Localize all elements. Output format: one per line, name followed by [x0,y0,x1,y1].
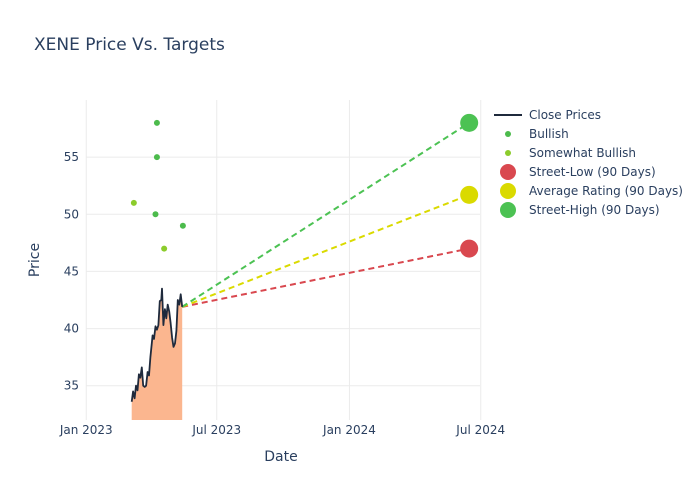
bullish-point [152,211,159,218]
bullish-point [179,222,186,229]
somewhat-bullish-point [161,245,168,252]
legend-swatch-target [500,202,516,218]
street-high-target-line [181,122,470,308]
legend[interactable]: Close Prices Bullish Somewhat Bullish Stree… [494,108,683,218]
close-price-area [131,288,183,420]
legend-label: Street-Low (90 Days) [529,165,656,179]
x-tick-label: Jul 2024 [455,423,505,437]
x-tick-label: Jan 2024 [322,423,376,437]
marker-layer [130,113,479,258]
area-layer [131,288,183,420]
legend-label: Average Rating (90 Days) [529,184,683,198]
bullish-point [153,119,160,126]
legend-label: Somewhat Bullish [529,146,636,160]
y-tick-label: 50 [64,207,79,221]
y-tick-label: 55 [64,150,79,164]
street-high-target-marker [460,113,479,132]
y-tick-label: 45 [64,264,79,278]
line-layer [130,122,470,402]
y-axis-title: Price [27,243,43,277]
x-tick-label: Jul 2023 [191,423,241,437]
legend-swatch-bullish [505,131,511,137]
street-low-target-line [181,247,470,308]
legend-label: Bullish [529,127,569,141]
street-low-target-marker [460,239,479,258]
legend-label: Street-High (90 Days) [529,203,660,217]
legend-swatch-somewhat-bullish [505,150,511,156]
x-tick-label: Jan 2023 [59,423,113,437]
legend-label: Close Prices [529,108,601,122]
tick-layer: 35 40 45 50 55 Jan 2023 Jul 2023 Jan 2024 Jul 20… [59,150,505,437]
chart-title: XENE Price Vs. Targets [34,35,225,55]
y-tick-label: 40 [64,322,79,336]
average-rating-target-line [181,193,470,308]
somewhat-bullish-point [130,199,137,206]
legend-swatch-target [500,164,516,180]
bullish-point [153,154,160,161]
y-tick-label: 35 [64,379,79,393]
average-rating-target-marker [460,185,479,204]
x-axis-title: Date [264,449,297,465]
grid-layer [85,100,482,420]
legend-swatch-target [500,183,516,199]
close-price-line [130,287,184,402]
